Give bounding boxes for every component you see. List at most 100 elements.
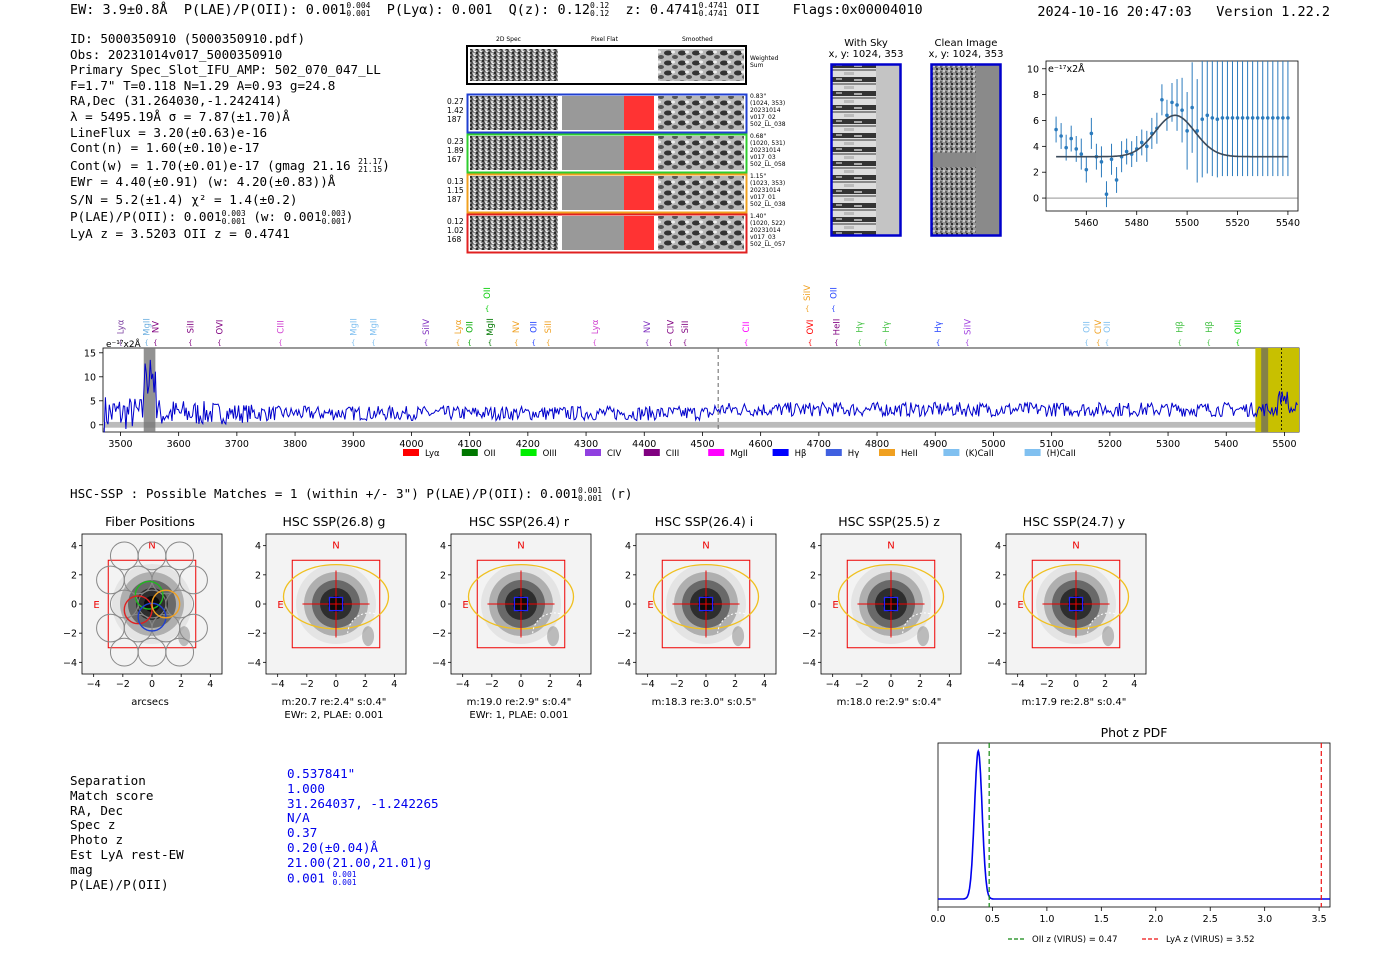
fit-point bbox=[1180, 108, 1184, 112]
cutout-row-left-label: 0.27 1.42 187 bbox=[447, 97, 464, 124]
photz-xtick-label: 2.5 bbox=[1203, 914, 1218, 925]
hsc-panel-title: HSC SSP(24.7) y bbox=[1022, 514, 1126, 529]
spectral-line-tick: { bbox=[546, 339, 550, 347]
cutout-2dspec bbox=[470, 176, 558, 210]
header-bar: EW: 3.9±0.8Å P(LAE)/P(OII): 0.0010.004 0.… bbox=[70, 1, 923, 19]
match-values: 0.537841" 1.000 31.264037, -1.242265 N/A… bbox=[287, 766, 439, 887]
spectral-line-label: OVI bbox=[806, 320, 816, 335]
cutout-row-0 bbox=[466, 93, 748, 134]
north-label: N bbox=[148, 541, 155, 552]
spec-ytick-label: 0 bbox=[90, 420, 96, 431]
fit-point bbox=[1099, 160, 1104, 164]
spec-ytick-label: 5 bbox=[90, 396, 96, 407]
photz-legend: OII z (VIRUS) = 0.47 LyA z (VIRUS) = 3.5… bbox=[1008, 935, 1255, 945]
target-marker bbox=[328, 596, 344, 612]
legend-swatch bbox=[879, 449, 895, 456]
spec-noise-band bbox=[103, 348, 1299, 432]
photz-legend-lya: LyA z (VIRUS) = 3.52 bbox=[1166, 935, 1255, 945]
hsc-panel-caption: m:18.3 re:3.0" s:0.5" bbox=[651, 697, 757, 708]
hsc-xtick-label: −2 bbox=[116, 679, 130, 690]
spectral-line-tick: { bbox=[485, 305, 489, 313]
cutout-gap bbox=[558, 136, 562, 170]
fit-point bbox=[1079, 152, 1084, 156]
spec-xtick-label: 4200 bbox=[516, 439, 540, 450]
cutout-border bbox=[466, 133, 748, 174]
cutout-grid bbox=[466, 45, 748, 254]
cutout-right-value: 0.68" bbox=[750, 133, 767, 140]
photz-frame bbox=[937, 742, 1331, 908]
legend-swatch bbox=[772, 449, 789, 456]
hsc-ytick-label: −2 bbox=[802, 629, 816, 640]
spectral-line-tick: { bbox=[1105, 339, 1109, 347]
cutout-left-value: 187 bbox=[447, 115, 462, 124]
hsc-panel-title: HSC SSP(26.4) r bbox=[468, 514, 570, 529]
cutout-right-value: 502_LL_057 bbox=[750, 241, 786, 248]
hsc-summary-text: HSC-SSP : Possible Matches = 1 (within +… bbox=[70, 486, 578, 501]
cutout-smoothed bbox=[658, 136, 744, 170]
hsc-panel-caption: m:19.0 re:2.9" s:0.4" bbox=[466, 697, 572, 708]
hsc-xtick-label: 0 bbox=[149, 679, 155, 690]
match-label-photoz: Photo z bbox=[70, 832, 124, 848]
cutout-bad-pixels bbox=[624, 96, 654, 130]
weighted-sum-row bbox=[466, 45, 747, 85]
legend-label: CIII bbox=[666, 449, 679, 459]
info-obs: Obs: 20231014v017_5000350910 bbox=[70, 46, 283, 62]
cutout-2dspec bbox=[470, 136, 558, 170]
hsc-ytick-label: 4 bbox=[440, 541, 446, 552]
cutout-right-value: 0.83" bbox=[750, 93, 767, 100]
north-label: N bbox=[332, 541, 339, 552]
hsc-ytick-label: 0 bbox=[810, 600, 816, 611]
photz-pdf-plot: Phot z PDF 0.0 0.5 1.0 1.5 2.0 2.5 3.0 3.5 OII … bbox=[930, 725, 1331, 945]
hsc-xtick-label: −2 bbox=[855, 679, 869, 690]
weighted-sum-label: Weighted Sum bbox=[750, 55, 779, 69]
hsc-xtick-label: 2 bbox=[732, 679, 738, 690]
fit-point bbox=[1265, 116, 1270, 120]
masked-region bbox=[143, 348, 156, 432]
hsc-cutout-image: −4 −4 −2 −2 0 0 2 2 4 4 N E bbox=[63, 533, 223, 690]
match-label-specz: Spec z bbox=[70, 817, 116, 833]
target-marker bbox=[513, 596, 529, 612]
col-title-pixelflat: Pixel Flat bbox=[591, 36, 618, 43]
fiber-circle-highlight bbox=[151, 589, 181, 619]
cutout-row-right-label: 1.40" (1020, 522) 20231014 v017_03 502_LL_05… bbox=[750, 213, 786, 248]
match-labels: Separation Match score RA, Dec Spec z Ph… bbox=[70, 773, 184, 892]
cutout-smoothed bbox=[658, 96, 744, 130]
spec-ticks: 3500 3600 3700 3800 3900 4000 4100 4200 4300 4400… bbox=[84, 348, 1297, 450]
clean-image bbox=[930, 63, 1002, 237]
header-qz-up: 0.12 bbox=[589, 1, 610, 10]
fit-point bbox=[1205, 113, 1210, 118]
fit-point bbox=[1170, 100, 1174, 105]
fit-point bbox=[1160, 97, 1164, 102]
cutout-right-value: (1023, 353) bbox=[750, 180, 786, 187]
spectral-line-tick: { bbox=[217, 339, 221, 347]
hsc-panel-title: HSC SSP(26.8) g bbox=[282, 514, 386, 529]
hsc-ytick-label: −4 bbox=[432, 658, 446, 669]
companion-ellipse bbox=[902, 612, 933, 634]
cutout-border bbox=[466, 93, 748, 134]
fit-frame bbox=[1045, 60, 1299, 212]
fit-point bbox=[1124, 149, 1129, 154]
hsc-xtick-label: −4 bbox=[87, 679, 101, 690]
match-label-score: Match score bbox=[70, 787, 154, 803]
hsc-xtick-label: 0 bbox=[1073, 679, 1079, 690]
fiber-circle bbox=[165, 637, 195, 667]
cutout-row-1 bbox=[466, 133, 748, 174]
spec-ytick-label: 10 bbox=[84, 372, 96, 383]
fiber-circle-highlight bbox=[134, 580, 164, 610]
fit-point bbox=[1109, 157, 1114, 162]
hsc-xtick-label: −4 bbox=[1011, 679, 1025, 690]
hsc-ytick-label: 0 bbox=[625, 600, 631, 611]
cutout-right-value: 1.40" bbox=[750, 213, 767, 220]
hsc-panel-caption: arcsecs bbox=[131, 697, 169, 708]
spectral-line-tick: { bbox=[668, 339, 672, 347]
hsc-xtick-label: 2 bbox=[547, 679, 553, 690]
cutout-left-value: 1.89 bbox=[447, 146, 464, 155]
cutout-2dspec bbox=[470, 96, 558, 130]
match-plae-lo: 0.001 bbox=[332, 877, 357, 887]
cutout-row-left-label: 0.23 1.89 167 bbox=[447, 137, 464, 164]
header-right: 2024-10-16 20:47:03 Version 1.22.2 bbox=[1037, 4, 1330, 20]
hsc-xtick-label: 0 bbox=[703, 679, 709, 690]
hsc-panel-title: Fiber Positions bbox=[105, 514, 195, 529]
spectral-line-tick: { bbox=[144, 339, 148, 347]
cutout-left-value: 0.23 bbox=[447, 137, 464, 146]
